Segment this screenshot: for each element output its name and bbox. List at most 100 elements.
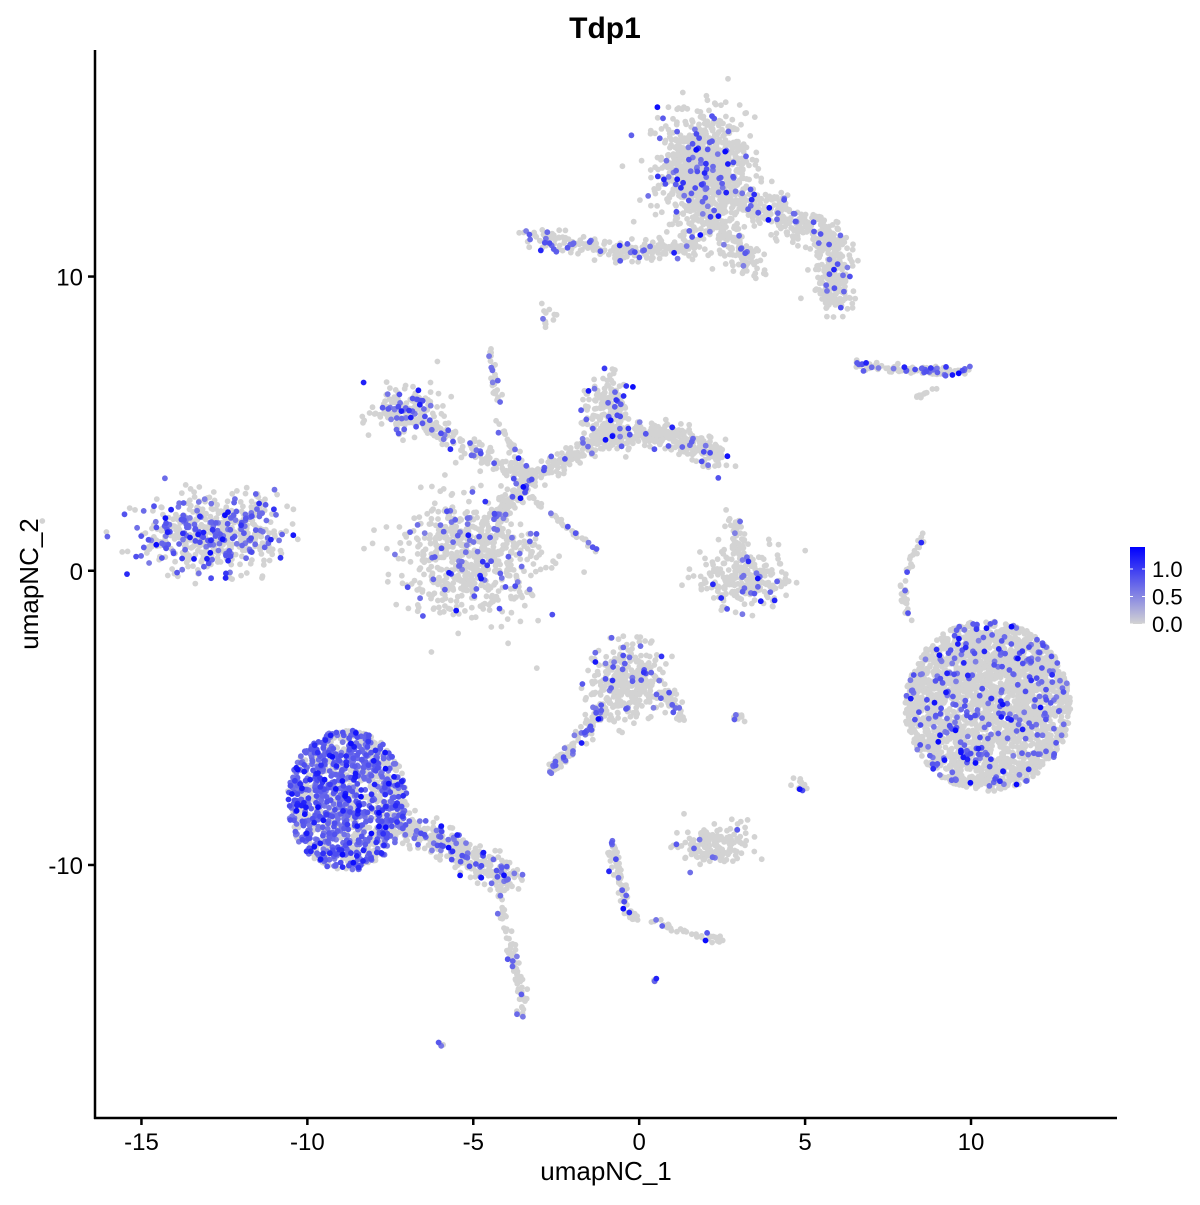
cell-point	[648, 420, 655, 427]
cell-point	[518, 532, 525, 539]
cell-point	[269, 551, 276, 558]
cell-point	[746, 191, 752, 198]
cell-point	[426, 591, 432, 598]
cell-point	[767, 211, 774, 218]
cell-point	[739, 170, 745, 177]
cell-point	[736, 146, 743, 153]
cell-point	[517, 448, 523, 455]
cell-point	[457, 516, 464, 522]
cell-point	[690, 573, 697, 579]
cell-point	[647, 127, 654, 134]
cell-point	[718, 548, 725, 555]
cell-point	[406, 540, 412, 546]
cell-point	[628, 438, 634, 444]
cell-point	[251, 521, 258, 528]
cell-point	[697, 549, 703, 555]
cell-point	[486, 607, 493, 613]
cell-point	[466, 498, 472, 505]
cell-point	[411, 515, 418, 522]
cell-point	[382, 411, 389, 417]
cell-point	[262, 496, 268, 503]
cell-point	[507, 466, 514, 473]
cell-point	[806, 223, 813, 230]
cell-point	[505, 640, 511, 647]
cell-point	[732, 223, 738, 230]
cell-point	[685, 134, 691, 141]
cell-point	[385, 571, 392, 578]
cell-point	[196, 484, 203, 490]
cell-point	[710, 595, 717, 601]
cell-point	[684, 216, 690, 222]
cell-point	[785, 207, 792, 214]
cell-point	[172, 558, 179, 565]
cell-point	[723, 113, 729, 120]
cell-point	[625, 416, 632, 422]
cell-point	[474, 562, 480, 569]
cell-point	[765, 536, 772, 543]
cell-point	[440, 486, 447, 492]
cell-point	[384, 578, 391, 585]
cell-point	[671, 431, 678, 438]
cell-point	[604, 429, 611, 436]
cell-point	[491, 581, 497, 588]
cell-point	[725, 168, 732, 175]
cell-point	[690, 207, 697, 213]
cell-point	[681, 429, 688, 435]
cell-point	[543, 564, 549, 571]
cell-point	[736, 205, 743, 212]
cell-point	[699, 140, 706, 147]
cell-point	[789, 225, 795, 232]
cell-point	[472, 524, 479, 531]
cell-point	[378, 421, 385, 427]
cell-point	[485, 456, 492, 463]
cell-point	[709, 151, 716, 158]
cell-point	[274, 491, 280, 498]
cell-point	[654, 114, 661, 121]
cell-point	[508, 459, 515, 466]
cell-point	[793, 579, 800, 586]
cell-point	[741, 601, 748, 608]
cell-point	[119, 549, 126, 555]
cell-point	[847, 295, 853, 301]
cell-point	[729, 145, 736, 152]
cell-point	[243, 484, 250, 491]
cell-point	[526, 244, 533, 251]
cell-point	[648, 202, 654, 209]
cell-point	[449, 528, 456, 535]
cell-point	[729, 116, 736, 123]
cell-point	[715, 224, 721, 230]
cell-point	[504, 616, 511, 622]
cell-point	[603, 422, 610, 428]
cell-point	[687, 430, 693, 436]
cell-point	[714, 588, 721, 595]
cell-point	[688, 174, 695, 180]
cell-point	[716, 247, 723, 254]
cell-point	[191, 494, 198, 500]
cell-point	[899, 598, 905, 605]
cell-point	[371, 411, 378, 417]
cell-point	[629, 236, 635, 242]
cell-point	[715, 536, 722, 543]
cell-point	[548, 469, 555, 476]
cell-point	[682, 118, 689, 125]
cell-point	[844, 305, 851, 312]
cell-point	[428, 649, 435, 655]
cell-point	[660, 189, 667, 196]
cell-point	[685, 574, 692, 581]
cell-point	[817, 279, 823, 286]
cell-point	[607, 441, 614, 448]
cell-point	[190, 563, 196, 569]
cell-point	[487, 444, 494, 451]
cell-point	[694, 174, 701, 180]
cell-point	[448, 492, 455, 498]
cell-point	[563, 445, 569, 451]
cell-point	[173, 532, 180, 538]
cell-point	[730, 268, 737, 274]
cell-point	[496, 494, 502, 501]
cell-point	[550, 317, 557, 323]
cell-point	[654, 154, 661, 161]
cell-point	[715, 119, 722, 126]
cell-point	[552, 560, 559, 567]
cell-point	[902, 578, 909, 584]
